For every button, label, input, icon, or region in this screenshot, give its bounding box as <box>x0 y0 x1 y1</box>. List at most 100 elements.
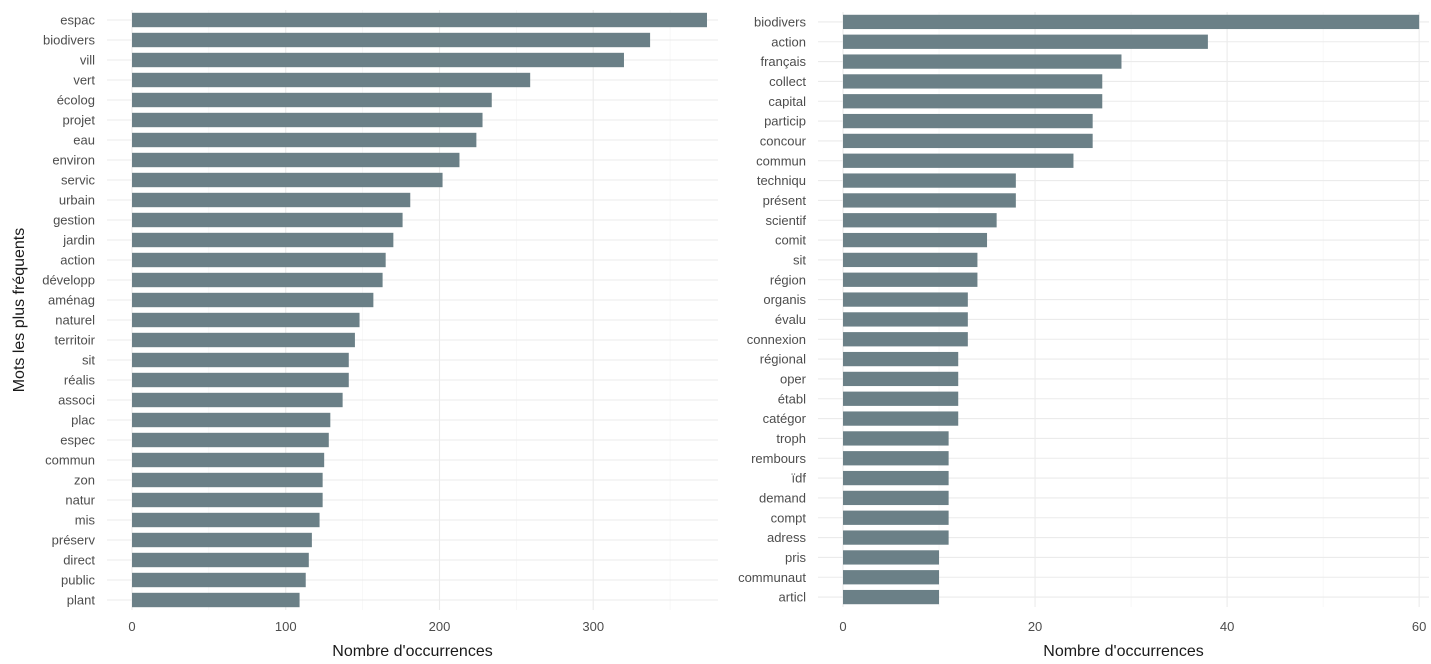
bar <box>843 213 997 228</box>
bar <box>132 572 306 588</box>
bar <box>843 14 1420 30</box>
bar <box>132 452 325 468</box>
bar <box>843 312 968 327</box>
x-tick-label: 60 <box>1412 619 1426 634</box>
category-label: particip <box>764 114 806 129</box>
category-label: espec <box>60 433 95 448</box>
category-label: réalis <box>64 373 96 388</box>
category-label: plac <box>71 413 95 428</box>
category-label: vert <box>73 73 95 88</box>
category-label: compt <box>771 510 807 525</box>
bar <box>843 451 949 466</box>
bar <box>132 512 320 528</box>
category-label: servic <box>61 173 95 188</box>
category-label: associ <box>58 393 95 408</box>
category-label: aménag <box>48 293 95 308</box>
bar <box>843 232 988 248</box>
category-label: commun <box>756 153 806 168</box>
category-label: plant <box>67 593 96 608</box>
category-label: techniqu <box>757 173 806 188</box>
chart-right: biodivers action français collect capital par… <box>738 12 1429 660</box>
bar <box>843 431 949 446</box>
category-label: scientif <box>766 213 807 228</box>
x-tick-label: 200 <box>429 619 451 634</box>
category-label: sit <box>82 353 95 368</box>
bar <box>132 472 323 488</box>
bar <box>132 12 707 28</box>
category-label: région <box>770 272 806 287</box>
category-label: comit <box>775 233 806 248</box>
bar <box>843 332 968 347</box>
category-label: action <box>771 34 806 49</box>
bar <box>132 312 360 328</box>
bar <box>843 94 1103 109</box>
category-label: eau <box>73 133 95 148</box>
bar <box>843 292 968 307</box>
chart-left: espac biodivers vill vert écolog projet eau env… <box>11 10 718 660</box>
x-tick-label: 100 <box>275 619 297 634</box>
bar <box>843 550 940 565</box>
category-label: oper <box>780 371 807 386</box>
category-label: natur <box>65 493 95 508</box>
bar <box>843 530 949 545</box>
category-label: demand <box>759 490 806 505</box>
category-label: évalu <box>775 312 806 327</box>
category-label: commun <box>45 453 95 468</box>
category-label: développ <box>42 273 95 288</box>
bar <box>132 552 309 568</box>
bar <box>132 492 323 508</box>
x-axis-title: Nombre d'occurrences <box>332 643 492 660</box>
category-label: organis <box>763 292 806 307</box>
category-label: concour <box>760 133 807 148</box>
category-label: zon <box>74 473 95 488</box>
bar <box>843 252 978 268</box>
category-label: articl <box>779 590 807 605</box>
category-label: direct <box>63 553 95 568</box>
bar <box>843 113 1093 129</box>
category-label: français <box>760 54 806 69</box>
x-axis-title: Nombre d'occurrences <box>1043 643 1203 660</box>
bar <box>843 351 959 367</box>
bar <box>843 470 949 486</box>
bar <box>132 532 312 548</box>
bar <box>843 272 978 287</box>
category-label: sit <box>793 252 806 267</box>
category-label: présent <box>763 193 807 208</box>
category-label: jardin <box>62 233 95 248</box>
bar <box>132 112 483 128</box>
category-label: biodivers <box>754 14 807 29</box>
category-label: urbain <box>59 193 95 208</box>
category-label: rembours <box>751 451 806 466</box>
category-label: action <box>60 253 95 268</box>
bar <box>843 173 1016 188</box>
category-label: troph <box>776 431 806 446</box>
bar <box>132 132 477 148</box>
y-axis-title: Mots les plus fréquents <box>11 228 28 393</box>
bar <box>132 592 300 608</box>
bar <box>132 332 355 348</box>
bar <box>843 490 949 506</box>
x-tick-label: 300 <box>582 619 604 634</box>
bar <box>843 193 1016 208</box>
category-label: naturel <box>55 313 95 328</box>
category-label: écolog <box>57 93 95 108</box>
bar <box>132 292 374 308</box>
category-label: territoir <box>55 333 96 348</box>
category-label: communaut <box>738 570 806 585</box>
bar <box>132 252 386 268</box>
bar <box>132 412 331 428</box>
category-label: projet <box>62 113 95 128</box>
bar <box>132 372 349 388</box>
category-label: adress <box>767 530 807 545</box>
category-label: régional <box>760 352 806 367</box>
category-label: catégor <box>763 411 807 426</box>
category-label: gestion <box>53 213 95 228</box>
category-label: vill <box>80 53 95 68</box>
category-label: préserv <box>52 533 96 548</box>
bar <box>843 54 1122 69</box>
bar <box>132 32 651 48</box>
bar <box>843 133 1093 149</box>
category-label: mis <box>75 513 96 528</box>
x-tick-label: 0 <box>839 619 846 634</box>
